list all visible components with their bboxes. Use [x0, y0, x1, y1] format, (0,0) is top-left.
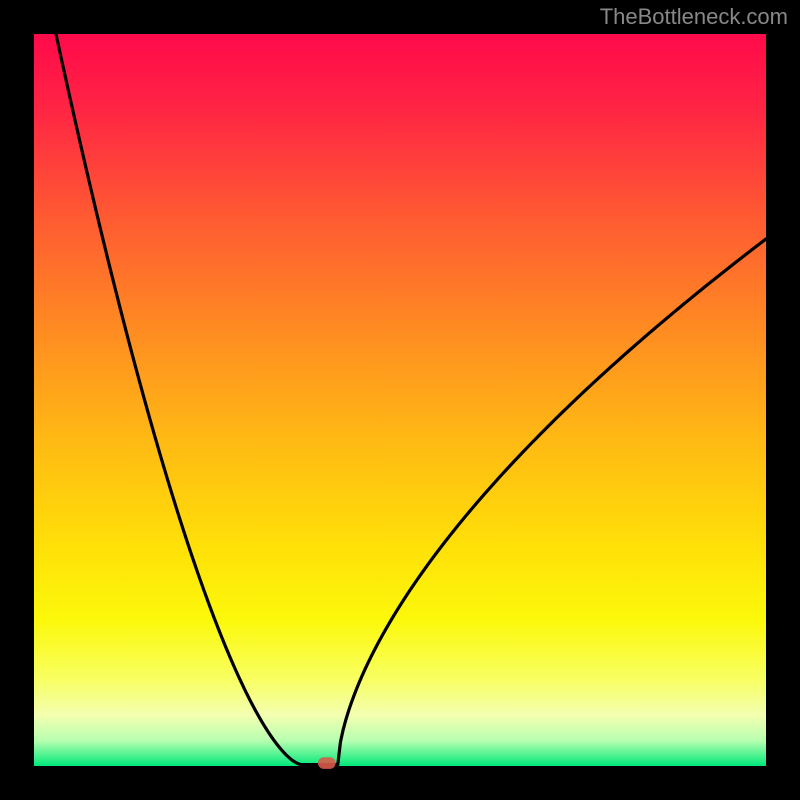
bottleneck-chart: TheBottleneck.com [0, 0, 800, 800]
optimum-marker [318, 757, 336, 769]
watermark-text: TheBottleneck.com [600, 4, 788, 30]
chart-svg [0, 0, 800, 800]
